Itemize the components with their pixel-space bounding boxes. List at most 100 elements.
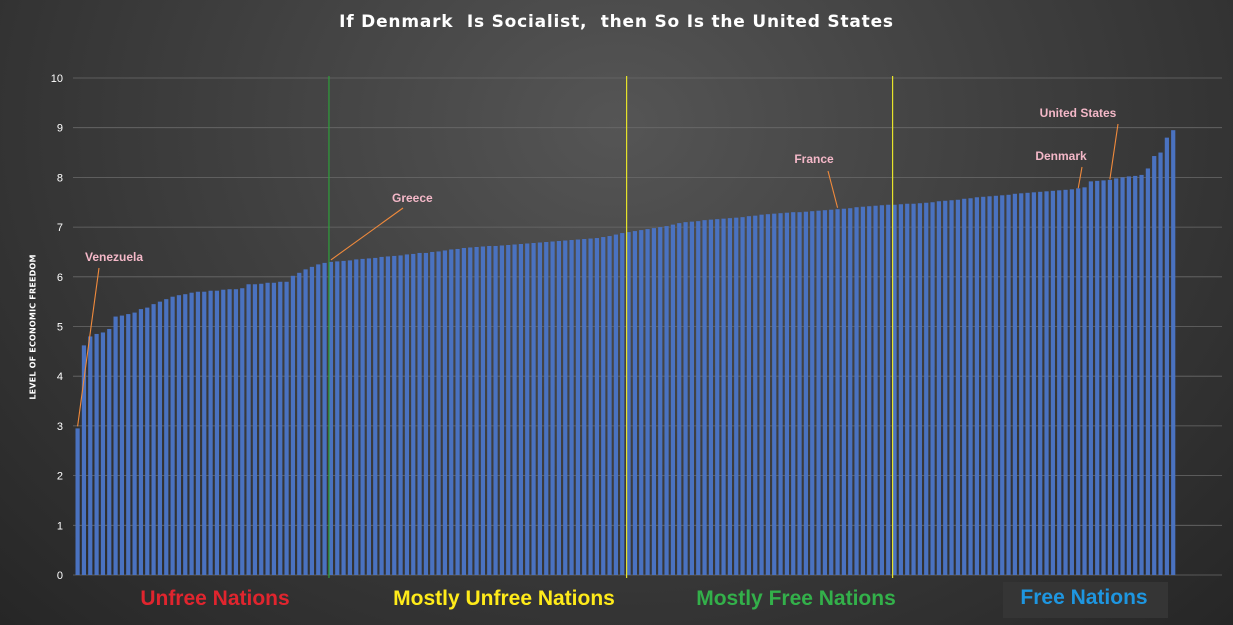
bar [892,204,897,576]
bar [689,221,695,575]
bar [468,247,473,576]
bar [94,333,99,575]
bar [347,260,353,575]
bar [449,249,454,575]
bar [550,241,555,575]
bar [778,213,783,575]
bar [373,257,378,575]
bar [930,202,935,575]
bar [746,216,751,575]
annotation-label: Denmark [1035,149,1087,163]
bar [715,219,720,575]
annotation-label: France [794,152,834,166]
bar [905,203,910,575]
bar [531,243,536,575]
bar [322,262,327,575]
bar [1171,130,1176,575]
bar [620,233,625,575]
bar [183,294,188,575]
bar [1063,189,1068,575]
y-tick-label: 3 [57,421,63,433]
bar [430,251,435,575]
bar [645,229,650,575]
bar [1133,175,1138,575]
bar [981,196,986,575]
annotation-label: Greece [392,191,433,205]
bar [1164,137,1169,575]
y-tick-label: 9 [57,123,63,135]
bar [917,203,922,575]
bar [107,328,112,575]
bar [398,255,403,575]
zone-label-unfree: Unfree Nations [140,587,290,610]
bar [1038,191,1043,576]
bar [208,290,213,575]
bar [392,255,397,575]
y-tick-label: 6 [57,272,63,284]
bar [480,246,486,575]
bar [759,214,764,576]
bar [955,199,960,575]
bar [632,231,638,576]
bar [696,221,701,576]
bar [145,307,150,575]
bar [271,282,277,575]
bar [670,224,676,576]
bar [284,281,289,575]
bar [164,299,169,575]
bar [1107,179,1112,575]
bar [791,212,796,575]
bar [993,195,998,575]
bar [170,296,175,575]
bar [75,428,80,575]
bar [1044,191,1049,576]
bar [474,246,479,576]
bar [195,291,201,575]
bar [740,217,745,575]
bar [214,290,220,575]
bar [962,198,967,575]
bar [126,314,131,575]
bar [297,272,302,575]
bar [1120,177,1125,575]
bar [341,260,346,575]
annotation-label: United States [1040,106,1117,120]
bar [88,336,93,575]
bar [841,208,846,575]
bar [1076,188,1081,576]
bar [1095,180,1100,575]
bar [968,198,973,576]
y-tick-label: 2 [57,471,63,483]
bar [1082,187,1087,575]
bar [309,266,315,575]
bar [335,261,340,575]
bar [594,238,600,575]
bar [898,204,903,575]
bar [518,243,524,576]
bar [1025,192,1030,575]
bar [1019,193,1024,575]
bar [797,212,802,575]
bar [873,205,878,575]
bar [613,234,619,575]
bar [487,245,492,575]
bar [765,214,770,576]
bar [626,232,631,575]
bar [113,316,118,575]
bar [607,236,612,575]
bar [854,207,859,575]
annotation-leader-line [1077,166,1083,189]
bar [753,215,758,575]
bar [455,248,460,575]
bar [822,210,827,575]
bar [708,219,713,575]
bar [987,196,992,575]
bar [810,211,815,576]
y-tick-label: 10 [51,73,63,85]
bar [1145,168,1150,576]
bar [259,283,264,575]
bar [328,261,334,575]
bar [252,284,258,575]
bar [138,309,144,575]
bar [1139,174,1144,576]
